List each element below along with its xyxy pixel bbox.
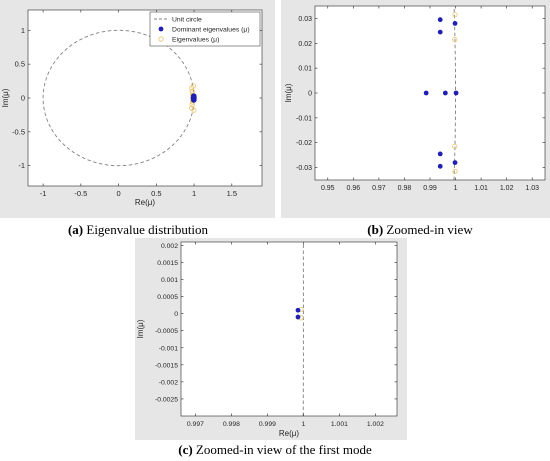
eigenvalue-point xyxy=(189,88,195,94)
eigenvalue-point xyxy=(452,12,458,18)
legend-marker-dominant xyxy=(158,26,164,32)
dominant-eigenvalue-point xyxy=(437,17,443,23)
dominant-eigenvalue-point xyxy=(437,151,443,157)
dominant-eigenvalue-point xyxy=(452,160,458,166)
x-tick-label: 0.96 xyxy=(347,185,361,192)
x-tick-label: 0.99 xyxy=(423,185,437,192)
caption-a-letter: (a) xyxy=(67,222,84,237)
x-tick-label: 0.5 xyxy=(151,189,161,198)
x-tick-label: 0.999 xyxy=(259,421,276,428)
y-axis-label: Im(μ) xyxy=(284,83,293,102)
x-tick-label: 1.03 xyxy=(525,185,539,192)
y-tick-label: -0.0015 xyxy=(155,362,178,369)
caption-b-text: Zoomed-in view xyxy=(386,222,473,237)
x-tick-label: 1.02 xyxy=(500,185,514,192)
y-tick-label: -1 xyxy=(18,161,25,170)
caption-b: (b) Zoomed-in view xyxy=(330,222,510,238)
caption-a-text: Eigenvalue distribution xyxy=(86,222,209,237)
dominant-eigenvalue-point xyxy=(437,29,443,35)
y-tick-label: 0 xyxy=(21,94,25,103)
y-tick-label: 0.5 xyxy=(15,60,25,69)
y-tick-label: 0.01 xyxy=(298,66,312,73)
x-tick-label: 0.98 xyxy=(398,185,412,192)
x-tick-label: -0.5 xyxy=(74,189,87,198)
eigenvalue-point xyxy=(189,105,195,111)
y-tick-label: -0.01 xyxy=(296,115,312,122)
caption-b-letter: (b) xyxy=(367,222,384,237)
caption-a: (a) Eigenvalue distribution xyxy=(18,222,258,238)
x-tick-label: 0.998 xyxy=(223,421,240,428)
y-tick-label: -0.5 xyxy=(12,127,25,136)
eigenvalue-point xyxy=(452,36,458,43)
x-tick-label: 1 xyxy=(302,421,306,428)
legend-box xyxy=(149,11,261,47)
dominant-eigenvalue-point xyxy=(453,90,459,96)
legend-label: Dominant eigenvalues (μ) xyxy=(172,26,250,33)
dominant-eigenvalue-point xyxy=(295,314,301,320)
x-tick-label: 1.002 xyxy=(367,421,384,428)
x-tick-label: 0.95 xyxy=(321,185,335,192)
x-tick-label: 1 xyxy=(454,185,458,192)
dominant-eigenvalue-point xyxy=(191,95,197,101)
y-tick-label: -0.03 xyxy=(296,165,312,172)
y-tick-label: -0.0025 xyxy=(155,396,178,403)
y-axis-label: Im(μ) xyxy=(1,88,10,107)
y-tick-label: 0.02 xyxy=(298,41,312,48)
legend-label: Eigenvalues (μ) xyxy=(172,36,219,43)
y-tick-label: -0.001 xyxy=(159,345,178,352)
plot-content xyxy=(295,242,304,416)
eigenvalue-point xyxy=(189,85,195,91)
y-tick-label: -0.02 xyxy=(296,140,312,147)
y-tick-label: 0.0015 xyxy=(157,260,178,267)
x-axis-label: Re(μ) xyxy=(279,429,300,438)
chart-zoomed-in-view: 0.95 0.96 0.97 0.98 0.99 1 1.01 1.02 1.03 0.03 0.0… xyxy=(281,0,550,218)
x-tick-label: 1 xyxy=(192,189,196,198)
y-tick-label: 0 xyxy=(174,311,178,318)
y-tick-label: 0 xyxy=(308,91,312,98)
caption-c: (c) Zoomed-in view of the first mode xyxy=(130,442,420,458)
legend-label: Unit circle xyxy=(172,16,202,23)
dominant-eigenvalue-point xyxy=(437,163,443,169)
x-tick-label: 0 xyxy=(116,189,120,198)
x-tick-label: 1.5 xyxy=(227,189,237,198)
axes-box xyxy=(180,241,398,417)
eigenvalue-point xyxy=(189,102,195,108)
y-tick-label: -0.002 xyxy=(159,379,178,386)
eigenvalue-point xyxy=(452,168,458,174)
dominant-eigenvalue-point xyxy=(423,90,429,96)
y-tick-label: 1 xyxy=(21,26,25,35)
dominant-eigenvalue-point xyxy=(442,90,448,96)
x-tick-label: 1.001 xyxy=(331,421,348,428)
x-tick-label: -1 xyxy=(40,189,47,198)
chart-zoomed-first-mode: 0.997 0.998 0.999 1 1.001 1.002 0.002 0.0015 0.0… xyxy=(135,238,407,440)
x-tick-label: 0.997 xyxy=(187,421,204,428)
x-tick-label: 0.97 xyxy=(372,185,386,192)
caption-c-text: Zoomed-in view of the first mode xyxy=(195,442,372,457)
x-axis-label: Re(μ) xyxy=(135,198,156,207)
dominant-eigenvalue-point xyxy=(295,307,301,313)
y-tick-label: 0.001 xyxy=(161,277,178,284)
y-tick-label: 0.0005 xyxy=(157,294,178,301)
x-tick-label: 1.01 xyxy=(474,185,488,192)
plot-area xyxy=(181,242,397,416)
eigenvalue-point xyxy=(452,143,458,150)
plot-area xyxy=(315,6,545,180)
y-axis-label: Im(μ) xyxy=(136,319,145,338)
y-tick-label: 0.03 xyxy=(298,16,312,23)
plot-content xyxy=(423,6,459,180)
dominant-eigenvalue-point xyxy=(452,21,458,26)
y-tick-label: -0.0005 xyxy=(155,328,178,335)
chart-eigenvalue-distribution: -1 -0.5 0 0.5 1 1.5 1 0.5 0 -0.5 -1 Re(μ) Im(μ) Unit … xyxy=(0,0,275,218)
caption-c-letter: (c) xyxy=(178,442,193,457)
legend-marker-eigen xyxy=(158,36,164,42)
y-tick-label: 0.002 xyxy=(161,243,178,250)
